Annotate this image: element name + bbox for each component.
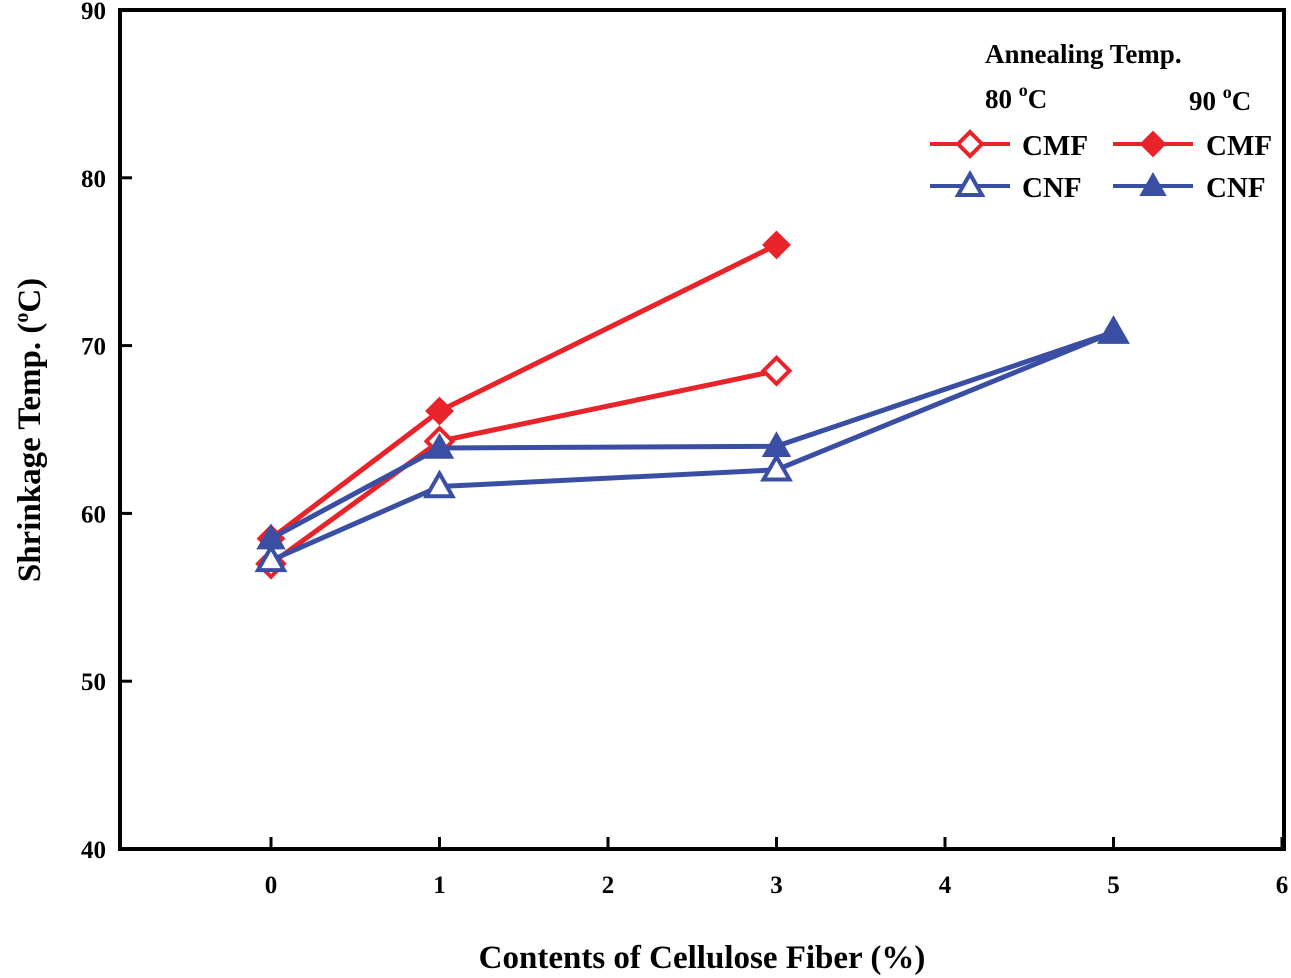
y-axis-title-sup: o	[11, 313, 33, 323]
x-axis-ticks: 0 1 2 3 4 5 6	[265, 837, 1289, 899]
legend-column-90-unit: C	[1232, 86, 1252, 116]
series-cnf-90c	[256, 317, 1129, 550]
x-tick-label: 0	[265, 872, 278, 899]
y-axis-title-end: C)	[12, 278, 48, 313]
y-tick-label: 90	[81, 0, 106, 25]
data-point-triangle	[761, 431, 792, 458]
x-axis-title: Contents of Cellulose Fiber (%)	[479, 940, 926, 976]
legend-column-90-value: 90	[1189, 86, 1216, 116]
y-axis-title-main: Shrinkage Temp. (	[12, 323, 48, 583]
legend-entry-cnf-80c: CNF	[930, 169, 1082, 204]
series-layer	[254, 230, 1130, 580]
data-point-triangle	[423, 469, 456, 499]
legend-title: Annealing Temp.	[985, 39, 1182, 69]
x-tick-label: 3	[770, 872, 783, 899]
data-point-diamond	[762, 230, 791, 260]
legend-column-80-sup: o	[1019, 80, 1028, 100]
legend-entry-cmf-90c: CMF	[1113, 130, 1272, 162]
legend-column-90-sup: o	[1223, 82, 1232, 102]
legend-label: CNF	[1206, 172, 1266, 204]
data-point-triangle	[256, 523, 286, 550]
series-cmf-90c	[256, 230, 791, 553]
x-tick-label: 5	[1107, 872, 1120, 899]
legend-column-80: 80 oC	[985, 80, 1047, 114]
data-point-diamond	[425, 396, 454, 426]
plot-frame	[118, 8, 1286, 851]
data-point-triangle	[424, 432, 455, 459]
data-point-diamond	[955, 129, 985, 159]
series-line	[269, 368, 778, 566]
y-tick-label: 60	[81, 501, 106, 528]
y-axis-title: Shrinkage Temp. (oC)	[11, 278, 48, 582]
series-cnf-80c	[254, 315, 1130, 573]
data-point-triangle	[1139, 171, 1167, 196]
legend-entry-cnf-90c: CNF	[1113, 171, 1266, 204]
y-tick-label: 40	[81, 837, 106, 864]
data-point-triangle	[760, 452, 793, 482]
x-tick-label: 4	[939, 872, 952, 899]
x-tick-label: 1	[433, 872, 446, 899]
legend-label: CMF	[1022, 130, 1088, 162]
series-line	[269, 242, 778, 541]
series-line	[269, 329, 1115, 541]
series-cmf-80c	[255, 354, 793, 580]
legend-column-80-value: 80	[985, 84, 1012, 114]
data-point-triangle	[954, 169, 986, 197]
series-line	[269, 329, 1115, 563]
x-tick-label: 2	[602, 872, 615, 899]
legend-column-80-unit: C	[1028, 84, 1048, 114]
x-tick-label: 6	[1276, 872, 1289, 899]
y-tick-label: 70	[81, 334, 106, 361]
legend-entries: CMF CMF CNF CNF	[930, 129, 1272, 204]
legend-label: CMF	[1206, 130, 1272, 162]
y-axis-ticks: 40 50 60 70 80 90	[81, 0, 132, 864]
legend-entry-cmf-80c: CMF	[930, 129, 1088, 162]
data-point-triangle	[254, 543, 288, 573]
y-tick-label: 50	[81, 669, 106, 696]
legend-column-90: 90 oC	[1189, 82, 1251, 116]
y-tick-label: 80	[81, 166, 106, 193]
data-point-diamond	[1139, 130, 1167, 158]
data-point-triangle	[1098, 317, 1129, 343]
legend-label: CNF	[1022, 172, 1082, 204]
data-point-diamond	[760, 354, 793, 387]
plot-border	[118, 8, 1286, 851]
